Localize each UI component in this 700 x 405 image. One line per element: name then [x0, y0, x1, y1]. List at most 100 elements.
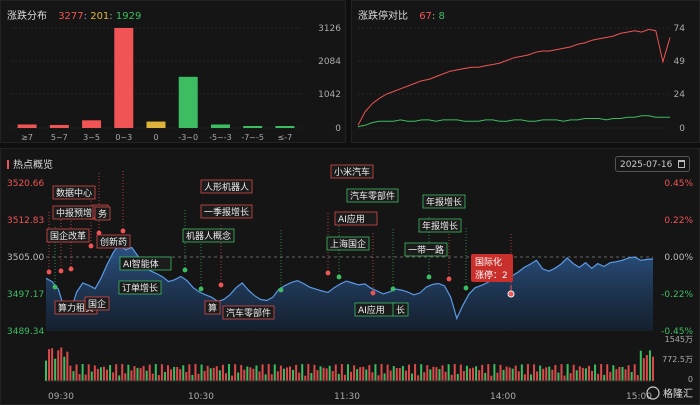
volume-bar [624, 369, 627, 381]
volume-bar [127, 364, 130, 381]
x-tick: 5~7 [51, 133, 68, 142]
volume-bar [435, 367, 438, 381]
volume-bar [252, 368, 255, 381]
volume-bar [557, 372, 560, 381]
volume-bar [81, 364, 84, 381]
volume-bar [459, 364, 462, 381]
concept-tag: 机器人概念 [182, 228, 235, 243]
event-dot [370, 290, 376, 296]
volume-bar [145, 370, 148, 381]
volume-bar [237, 372, 240, 381]
vol-tick: 1545万 [665, 335, 693, 344]
y-tick: 2084 [318, 57, 341, 67]
volume-bar [468, 368, 471, 381]
volume-bar [447, 364, 450, 381]
volume-bar [456, 373, 459, 381]
volume-bar [371, 372, 374, 381]
tag-box [96, 234, 131, 249]
y-tick: 49 [674, 57, 686, 67]
volume-bar [566, 364, 569, 381]
event-dot [446, 276, 452, 282]
volume-bar [496, 372, 499, 381]
volume-bar [444, 371, 447, 381]
volume-bar [84, 374, 87, 381]
volume-bar [170, 369, 173, 381]
calendar-icon [678, 160, 686, 168]
volume-bar [206, 365, 209, 381]
volume-bar [554, 365, 557, 381]
volume-bar [517, 371, 520, 381]
volume-bar [319, 366, 322, 381]
volume-bar [560, 364, 563, 381]
volume-bar [594, 364, 597, 381]
tag-box [52, 185, 96, 200]
tag-label: AI智能体 [123, 258, 159, 270]
x-tick: -3~0 [178, 133, 198, 142]
tag-box [200, 204, 253, 219]
volume-bar [224, 373, 227, 381]
volume-bar [401, 366, 404, 381]
volume-bar [356, 369, 359, 381]
volume-bar [377, 375, 380, 381]
tag-box [392, 302, 409, 317]
volume-bar [279, 365, 282, 381]
concept-tag: 汽车零部件 [346, 188, 399, 203]
volume-bar [151, 373, 154, 381]
volume-bar [462, 371, 465, 381]
concept-tag: 汽车零部件 [222, 305, 275, 320]
volume-bar [264, 374, 267, 381]
volume-bar [69, 365, 72, 381]
brand-logo-icon [646, 386, 660, 400]
volume-bar [188, 364, 191, 381]
volume-bar [96, 368, 99, 381]
limit-panel: 涨跌停对比 67: 8 74 49 24 0 [351, 0, 700, 143]
tag-label: 人形机器人 [204, 181, 249, 193]
x-tick: -5~-3 [209, 133, 232, 142]
volume-bar [102, 366, 105, 381]
volume-bar [615, 369, 618, 381]
tag-label: 汽车零部件 [350, 190, 395, 202]
volume-bar [337, 373, 340, 381]
volume-bar [163, 372, 166, 381]
volume-bar [520, 364, 523, 381]
volume-bar [112, 372, 115, 381]
limit-title: 涨跌停对比 [358, 11, 408, 22]
time-tick: 11:30 [334, 392, 360, 402]
volume-bar [66, 351, 69, 381]
volume-bar [121, 364, 124, 381]
volume-bar [438, 369, 441, 381]
volume-bar [652, 356, 654, 381]
hot-title-bar [7, 160, 9, 169]
pct-tick: -0.45% [661, 327, 693, 337]
volume-bar [243, 369, 246, 381]
volume-bar [578, 366, 581, 381]
y-tick: 3126 [318, 24, 341, 34]
volume-bar [374, 364, 377, 381]
volume-bar [197, 373, 200, 381]
volume-bar [597, 373, 600, 381]
volume-bar [157, 375, 160, 381]
distribution-title: 涨跌分布 [7, 11, 47, 22]
volume-bar [499, 364, 502, 381]
concept-tag: AI应用 [354, 302, 398, 317]
tag-box [94, 206, 111, 221]
concept-tag: AI应用 [334, 211, 378, 226]
date-picker[interactable]: 2025-07-16 [615, 156, 691, 172]
volume-bar [75, 364, 78, 381]
pct-tick: 0.22% [664, 216, 693, 226]
volume-bar [417, 375, 420, 381]
tag-box [118, 280, 162, 295]
tag-box [418, 218, 462, 233]
volume-bar [432, 366, 435, 381]
event-dot [88, 243, 94, 249]
vol-tick: 772.5万 [662, 355, 693, 364]
volume-bar [173, 366, 176, 381]
hot-panel: 热点概览 2025-07-16 3520.66 0.45% 3512.83 0.22%… [0, 148, 700, 405]
tag-box [200, 179, 253, 194]
volume-bar [627, 365, 630, 381]
dist-bar [49, 124, 69, 128]
volume-bar [414, 364, 417, 381]
volume-bar [472, 367, 475, 381]
dist-bar [243, 126, 263, 128]
callout-count: 涨停：2 [475, 269, 508, 281]
